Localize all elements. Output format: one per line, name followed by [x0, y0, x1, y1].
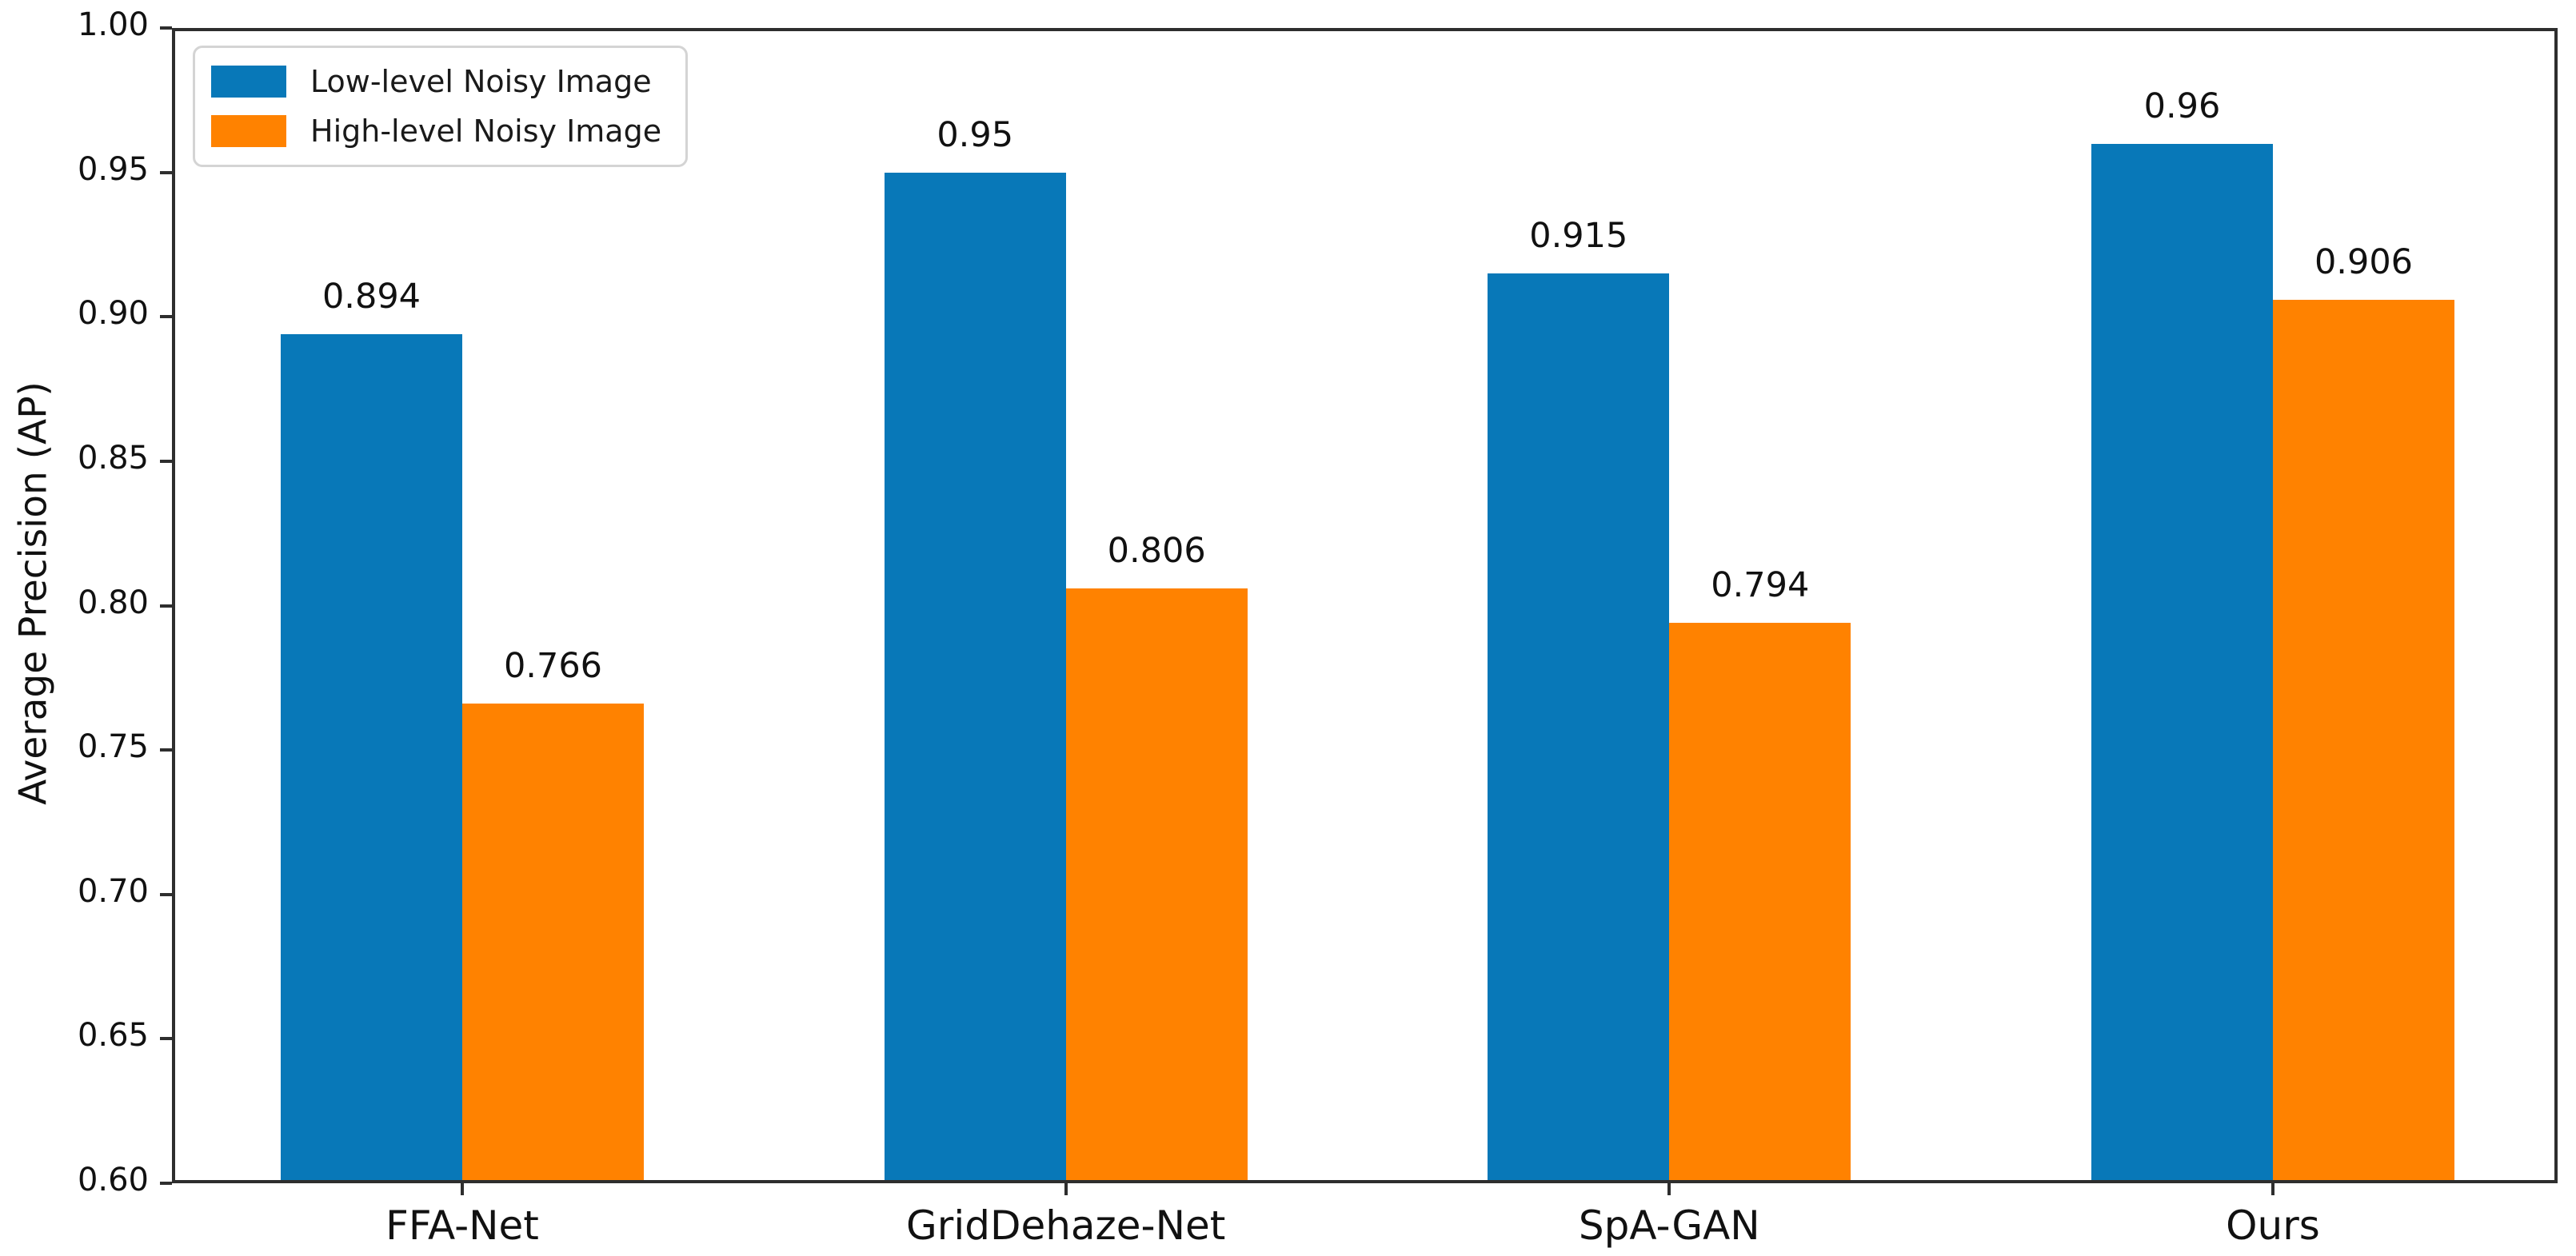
- y-tick-mark: [160, 170, 172, 174]
- x-tick-label: GridDehaze-Net: [906, 1202, 1226, 1249]
- bar-value-label: 0.794: [1711, 565, 1810, 606]
- legend-swatch-icon: [211, 66, 286, 98]
- x-tick-mark: [2271, 1183, 2274, 1195]
- y-tick-label: 0.70: [77, 872, 149, 910]
- bar-low-ours: [2091, 143, 2273, 1183]
- bar-high-ours: [2273, 299, 2454, 1183]
- y-tick-mark: [160, 1037, 172, 1041]
- bar-value-label: 0.906: [2314, 241, 2414, 282]
- bar-value-label: 0.96: [2143, 86, 2221, 126]
- y-tick-mark: [160, 459, 172, 463]
- bar-high-ffa-net: [462, 704, 644, 1183]
- legend-label: High-level Noisy Image: [310, 114, 662, 149]
- y-tick-label: 0.75: [77, 728, 149, 766]
- bar-low-spa-gan: [1488, 273, 1670, 1183]
- y-tick-mark: [160, 892, 172, 896]
- y-tick-mark: [160, 748, 172, 752]
- legend-swatch-icon: [211, 115, 286, 147]
- bar-value-label: 0.766: [503, 646, 603, 687]
- y-tick-label: 0.95: [77, 150, 149, 188]
- x-tick-mark: [1064, 1183, 1068, 1195]
- y-tick-mark: [160, 1182, 172, 1185]
- y-tick-mark: [160, 26, 172, 30]
- y-tick-label: 0.65: [77, 1017, 149, 1055]
- bar-value-label: 0.915: [1529, 216, 1628, 257]
- bar-value-label: 0.894: [322, 276, 421, 317]
- legend: Low-level Noisy Image High-level Noisy Im…: [193, 46, 689, 167]
- legend-label: Low-level Noisy Image: [310, 64, 652, 99]
- y-tick-label: 0.85: [77, 439, 149, 476]
- bar-value-label: 0.806: [1107, 530, 1206, 571]
- x-tick-label: FFA-Net: [385, 1202, 539, 1249]
- bar-high-spa-gan: [1669, 623, 1851, 1183]
- y-tick-label: 1.00: [77, 6, 149, 43]
- bar-value-label: 0.95: [937, 114, 1014, 155]
- bar-low-ffa-net: [281, 333, 462, 1183]
- bar-high-griddehaze-net: [1065, 588, 1248, 1183]
- legend-item: Low-level Noisy Image: [211, 64, 661, 99]
- y-tick-mark: [160, 604, 172, 608]
- x-tick-label: SpA-GAN: [1578, 1202, 1760, 1249]
- x-tick-mark: [461, 1183, 464, 1195]
- y-tick-label: 0.80: [77, 584, 149, 621]
- legend-item: High-level Noisy Image: [211, 114, 661, 149]
- x-tick-label: Ours: [2226, 1202, 2320, 1249]
- x-tick-mark: [1667, 1183, 1671, 1195]
- y-tick-mark: [160, 315, 172, 319]
- bar-low-griddehaze-net: [884, 172, 1066, 1183]
- y-tick-label: 0.60: [77, 1162, 149, 1198]
- y-tick-label: 0.90: [77, 295, 149, 333]
